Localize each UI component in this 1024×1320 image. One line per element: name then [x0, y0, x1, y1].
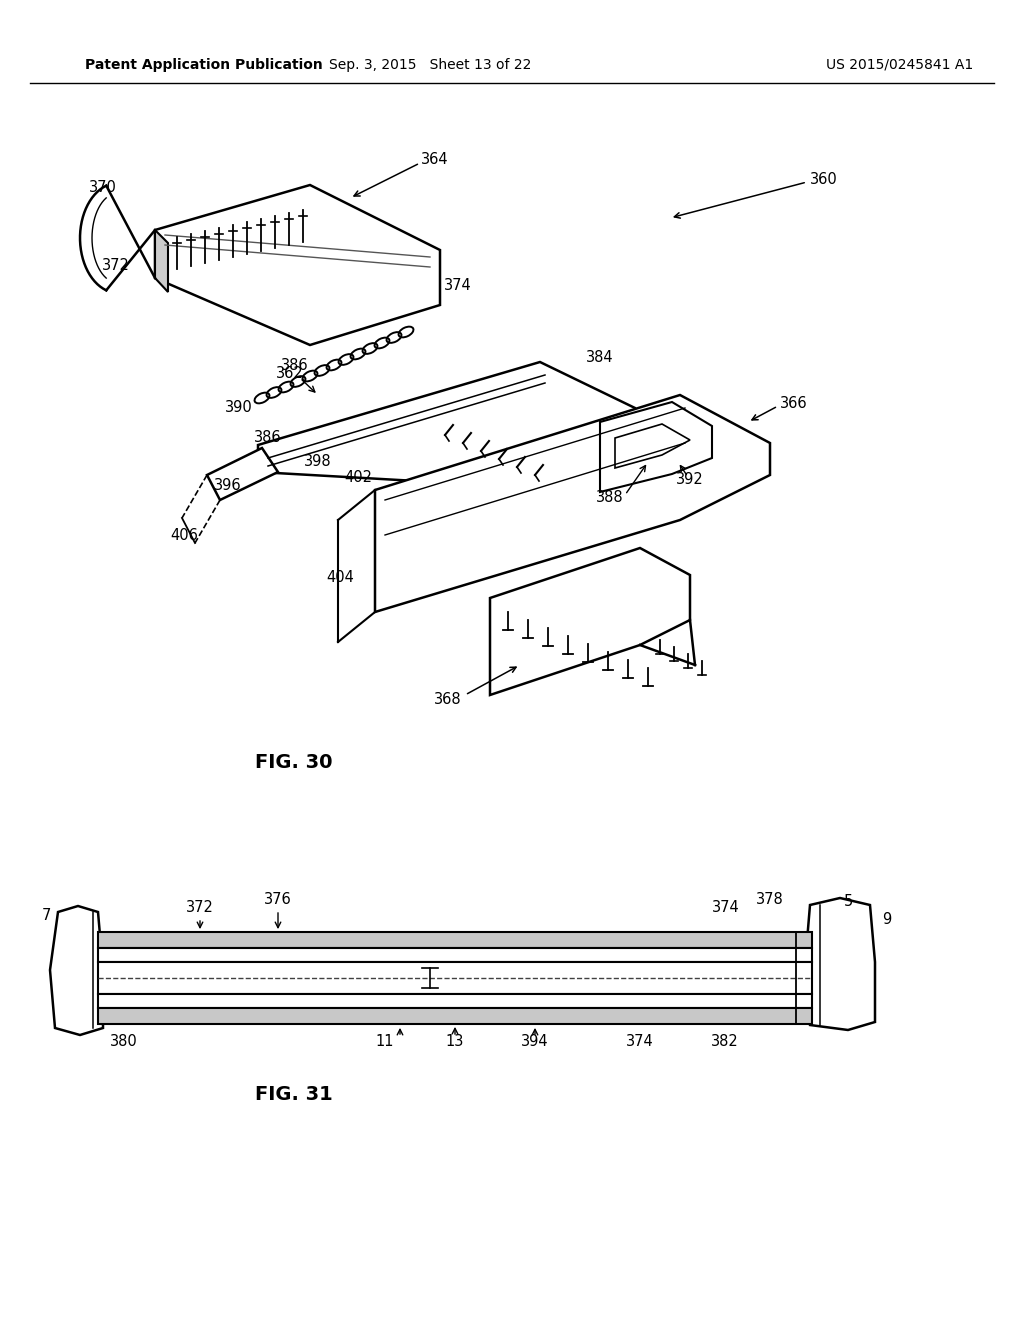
Text: 396: 396: [214, 478, 242, 492]
Text: 5: 5: [844, 895, 853, 909]
Polygon shape: [258, 362, 635, 488]
Polygon shape: [98, 962, 812, 994]
Text: 398: 398: [304, 454, 332, 470]
Text: 392: 392: [676, 473, 703, 487]
Text: Patent Application Publication: Patent Application Publication: [85, 58, 323, 73]
Text: 394: 394: [521, 1035, 549, 1049]
Polygon shape: [98, 932, 812, 948]
Text: 374: 374: [444, 277, 472, 293]
Text: 372: 372: [102, 257, 130, 272]
Text: 406: 406: [170, 528, 198, 543]
Text: 376: 376: [264, 892, 292, 908]
Polygon shape: [207, 447, 278, 500]
Text: 404: 404: [326, 570, 354, 586]
Polygon shape: [490, 548, 690, 696]
Polygon shape: [98, 1008, 812, 1024]
Text: 380: 380: [110, 1035, 138, 1049]
Text: 11: 11: [376, 1035, 394, 1049]
Text: 366: 366: [780, 396, 808, 411]
Text: 382: 382: [711, 1035, 739, 1049]
Text: 386: 386: [282, 358, 309, 372]
Text: 362: 362: [276, 366, 304, 380]
Text: 368: 368: [434, 693, 462, 708]
Text: 390: 390: [225, 400, 253, 414]
Polygon shape: [98, 994, 812, 1008]
Polygon shape: [155, 185, 440, 345]
Text: 386: 386: [254, 430, 282, 446]
Text: FIG. 31: FIG. 31: [255, 1085, 333, 1105]
Text: 13: 13: [445, 1035, 464, 1049]
Text: 374: 374: [626, 1035, 654, 1049]
Text: 360: 360: [810, 173, 838, 187]
Polygon shape: [98, 948, 812, 962]
Polygon shape: [375, 395, 770, 612]
Text: 372: 372: [186, 900, 214, 916]
Text: 374: 374: [712, 900, 740, 916]
Text: US 2015/0245841 A1: US 2015/0245841 A1: [826, 58, 974, 73]
Text: 370: 370: [89, 181, 117, 195]
Text: 388: 388: [596, 491, 624, 506]
Polygon shape: [155, 230, 168, 292]
Text: 364: 364: [421, 153, 449, 168]
Text: Sep. 3, 2015   Sheet 13 of 22: Sep. 3, 2015 Sheet 13 of 22: [329, 58, 531, 73]
Text: 7: 7: [41, 908, 50, 923]
Text: 402: 402: [344, 470, 372, 484]
Text: 378: 378: [756, 892, 784, 908]
Text: 9: 9: [883, 912, 892, 928]
Text: 384: 384: [586, 351, 613, 366]
Text: FIG. 30: FIG. 30: [255, 752, 333, 771]
